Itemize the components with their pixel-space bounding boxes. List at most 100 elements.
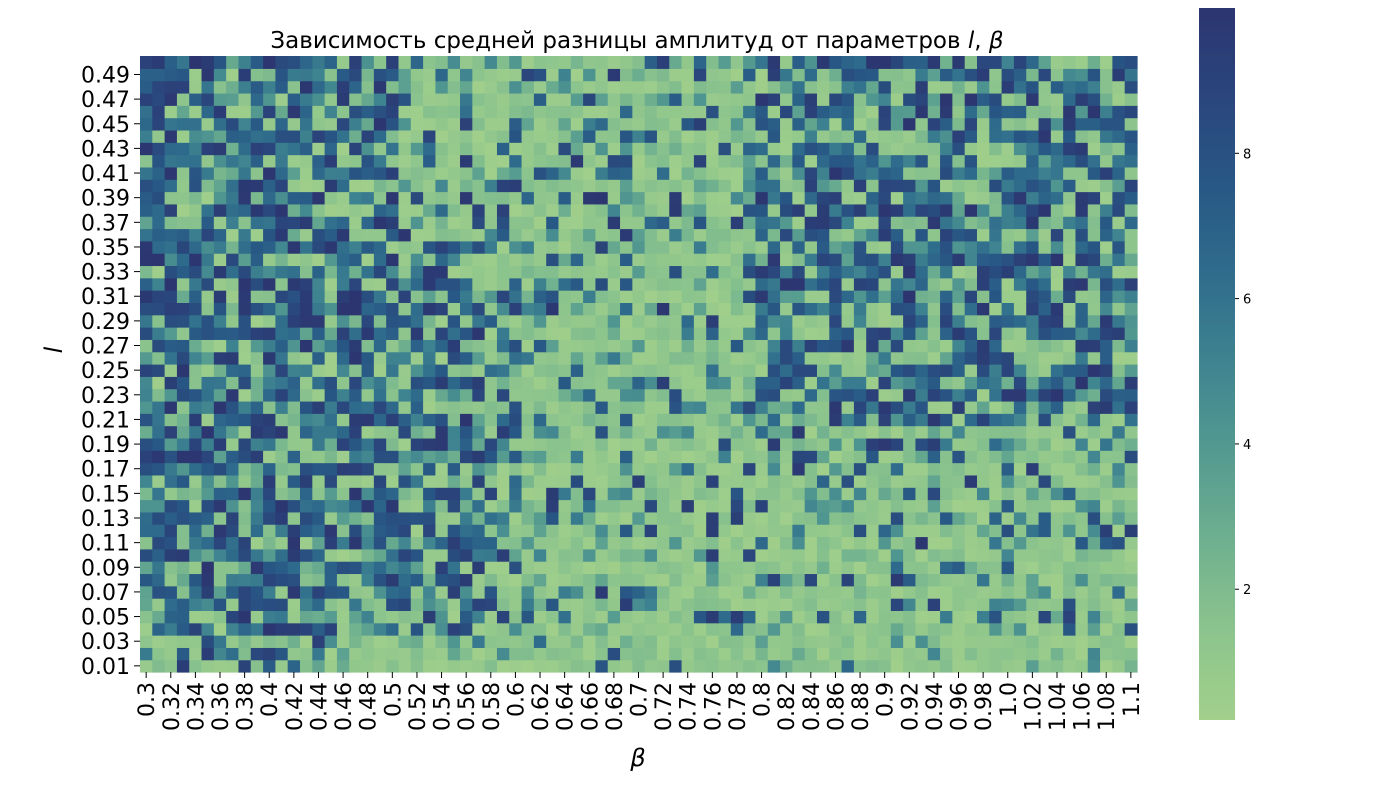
heatmap-cell bbox=[176, 68, 190, 82]
heatmap-cell bbox=[558, 142, 572, 156]
heatmap-cell bbox=[164, 154, 178, 168]
heatmap-cell bbox=[509, 585, 523, 599]
heatmap-cell bbox=[300, 92, 313, 106]
heatmap-cell bbox=[656, 647, 670, 661]
heatmap-cell bbox=[841, 290, 855, 303]
heatmap-cell bbox=[435, 68, 449, 82]
heatmap-cell bbox=[398, 216, 412, 230]
heatmap-cell bbox=[472, 524, 486, 538]
heatmap-cell bbox=[718, 290, 732, 303]
heatmap-cell bbox=[238, 265, 252, 279]
heatmap-cell bbox=[1013, 277, 1027, 291]
heatmap-cell bbox=[496, 92, 510, 106]
heatmap-cell bbox=[915, 56, 929, 69]
heatmap-cell bbox=[755, 462, 769, 476]
heatmap-cell bbox=[570, 179, 584, 193]
heatmap-cell bbox=[804, 585, 818, 599]
heatmap-cell bbox=[878, 388, 892, 402]
heatmap-cell bbox=[632, 364, 646, 377]
heatmap-cell bbox=[730, 277, 744, 291]
heatmap-cell bbox=[940, 265, 953, 279]
heatmap-cell bbox=[866, 351, 880, 365]
heatmap-cell bbox=[201, 364, 215, 377]
heatmap-cell bbox=[1038, 376, 1052, 390]
heatmap-cell bbox=[952, 265, 966, 279]
heatmap-cell bbox=[484, 351, 498, 365]
heatmap-cell bbox=[804, 339, 818, 353]
heatmap-cell bbox=[903, 277, 917, 291]
heatmap-cell bbox=[656, 203, 670, 217]
heatmap-cell bbox=[176, 216, 190, 230]
heatmap-cell bbox=[669, 622, 683, 636]
heatmap-cell bbox=[1075, 425, 1089, 439]
heatmap-cell bbox=[1087, 524, 1101, 538]
heatmap-cell bbox=[878, 166, 892, 180]
heatmap-cell bbox=[1100, 474, 1113, 488]
heatmap-cell bbox=[693, 117, 707, 131]
heatmap-cell bbox=[164, 511, 178, 525]
heatmap-cell bbox=[792, 437, 806, 451]
heatmap-cell bbox=[718, 142, 732, 156]
heatmap-cell bbox=[853, 216, 867, 230]
heatmap-cell bbox=[976, 117, 990, 131]
heatmap-cell bbox=[496, 548, 510, 562]
heatmap-cell bbox=[521, 351, 535, 365]
heatmap-cell bbox=[755, 499, 769, 513]
heatmap-cell bbox=[189, 68, 203, 82]
heatmap-cell bbox=[287, 413, 301, 427]
heatmap-cell bbox=[1026, 573, 1040, 587]
heatmap-cell bbox=[964, 142, 978, 156]
heatmap-cell bbox=[976, 191, 990, 205]
heatmap-cell bbox=[976, 240, 990, 254]
heatmap-cell bbox=[226, 598, 240, 611]
heatmap-cell bbox=[866, 265, 880, 279]
heatmap-cell bbox=[1001, 413, 1015, 427]
heatmap-cell bbox=[780, 598, 793, 611]
heatmap-cell bbox=[460, 598, 473, 611]
heatmap-cell bbox=[644, 240, 658, 254]
heatmap-cell bbox=[607, 376, 621, 390]
heatmap-cell bbox=[964, 166, 978, 180]
heatmap-cell bbox=[472, 376, 486, 390]
heatmap-cell bbox=[250, 659, 264, 673]
heatmap-cell bbox=[447, 462, 461, 476]
heatmap-cell bbox=[263, 277, 276, 291]
heatmap-cell bbox=[558, 154, 572, 168]
heatmap-cell bbox=[964, 462, 978, 476]
heatmap-cell bbox=[238, 216, 252, 230]
heatmap-cell bbox=[841, 80, 855, 94]
heatmap-cell bbox=[287, 105, 301, 119]
heatmap-cell bbox=[718, 203, 732, 217]
heatmap-cell bbox=[1075, 117, 1089, 131]
heatmap-cell bbox=[1112, 314, 1126, 328]
heatmap-cell bbox=[693, 142, 707, 156]
heatmap-cell bbox=[558, 253, 572, 267]
heatmap-cell bbox=[373, 462, 387, 476]
heatmap-cell bbox=[841, 598, 855, 611]
heatmap-cell bbox=[423, 635, 437, 648]
heatmap-cell bbox=[398, 425, 412, 439]
heatmap-cell bbox=[890, 400, 904, 414]
heatmap-cell bbox=[226, 364, 240, 377]
heatmap-cell bbox=[927, 388, 941, 402]
heatmap-cell bbox=[1063, 425, 1077, 439]
heatmap-cell bbox=[410, 536, 424, 550]
heatmap-cell bbox=[718, 499, 732, 513]
heatmap-cell bbox=[386, 573, 400, 587]
heatmap-cell bbox=[1100, 117, 1113, 131]
heatmap-cell bbox=[927, 277, 941, 291]
heatmap-cell bbox=[706, 265, 720, 279]
heatmap-cell bbox=[238, 142, 252, 156]
heatmap-cell bbox=[152, 400, 166, 414]
heatmap-cell bbox=[681, 388, 695, 402]
heatmap-cell bbox=[287, 462, 301, 476]
heatmap-cell bbox=[484, 462, 498, 476]
heatmap-cell bbox=[681, 339, 695, 353]
heatmap-cell bbox=[324, 216, 338, 230]
heatmap-cell bbox=[423, 425, 437, 439]
heatmap-cell bbox=[964, 314, 978, 328]
heatmap-cell bbox=[373, 351, 387, 365]
heatmap-cell bbox=[976, 351, 990, 365]
heatmap-cell bbox=[398, 524, 412, 538]
heatmap-cell bbox=[472, 561, 486, 575]
